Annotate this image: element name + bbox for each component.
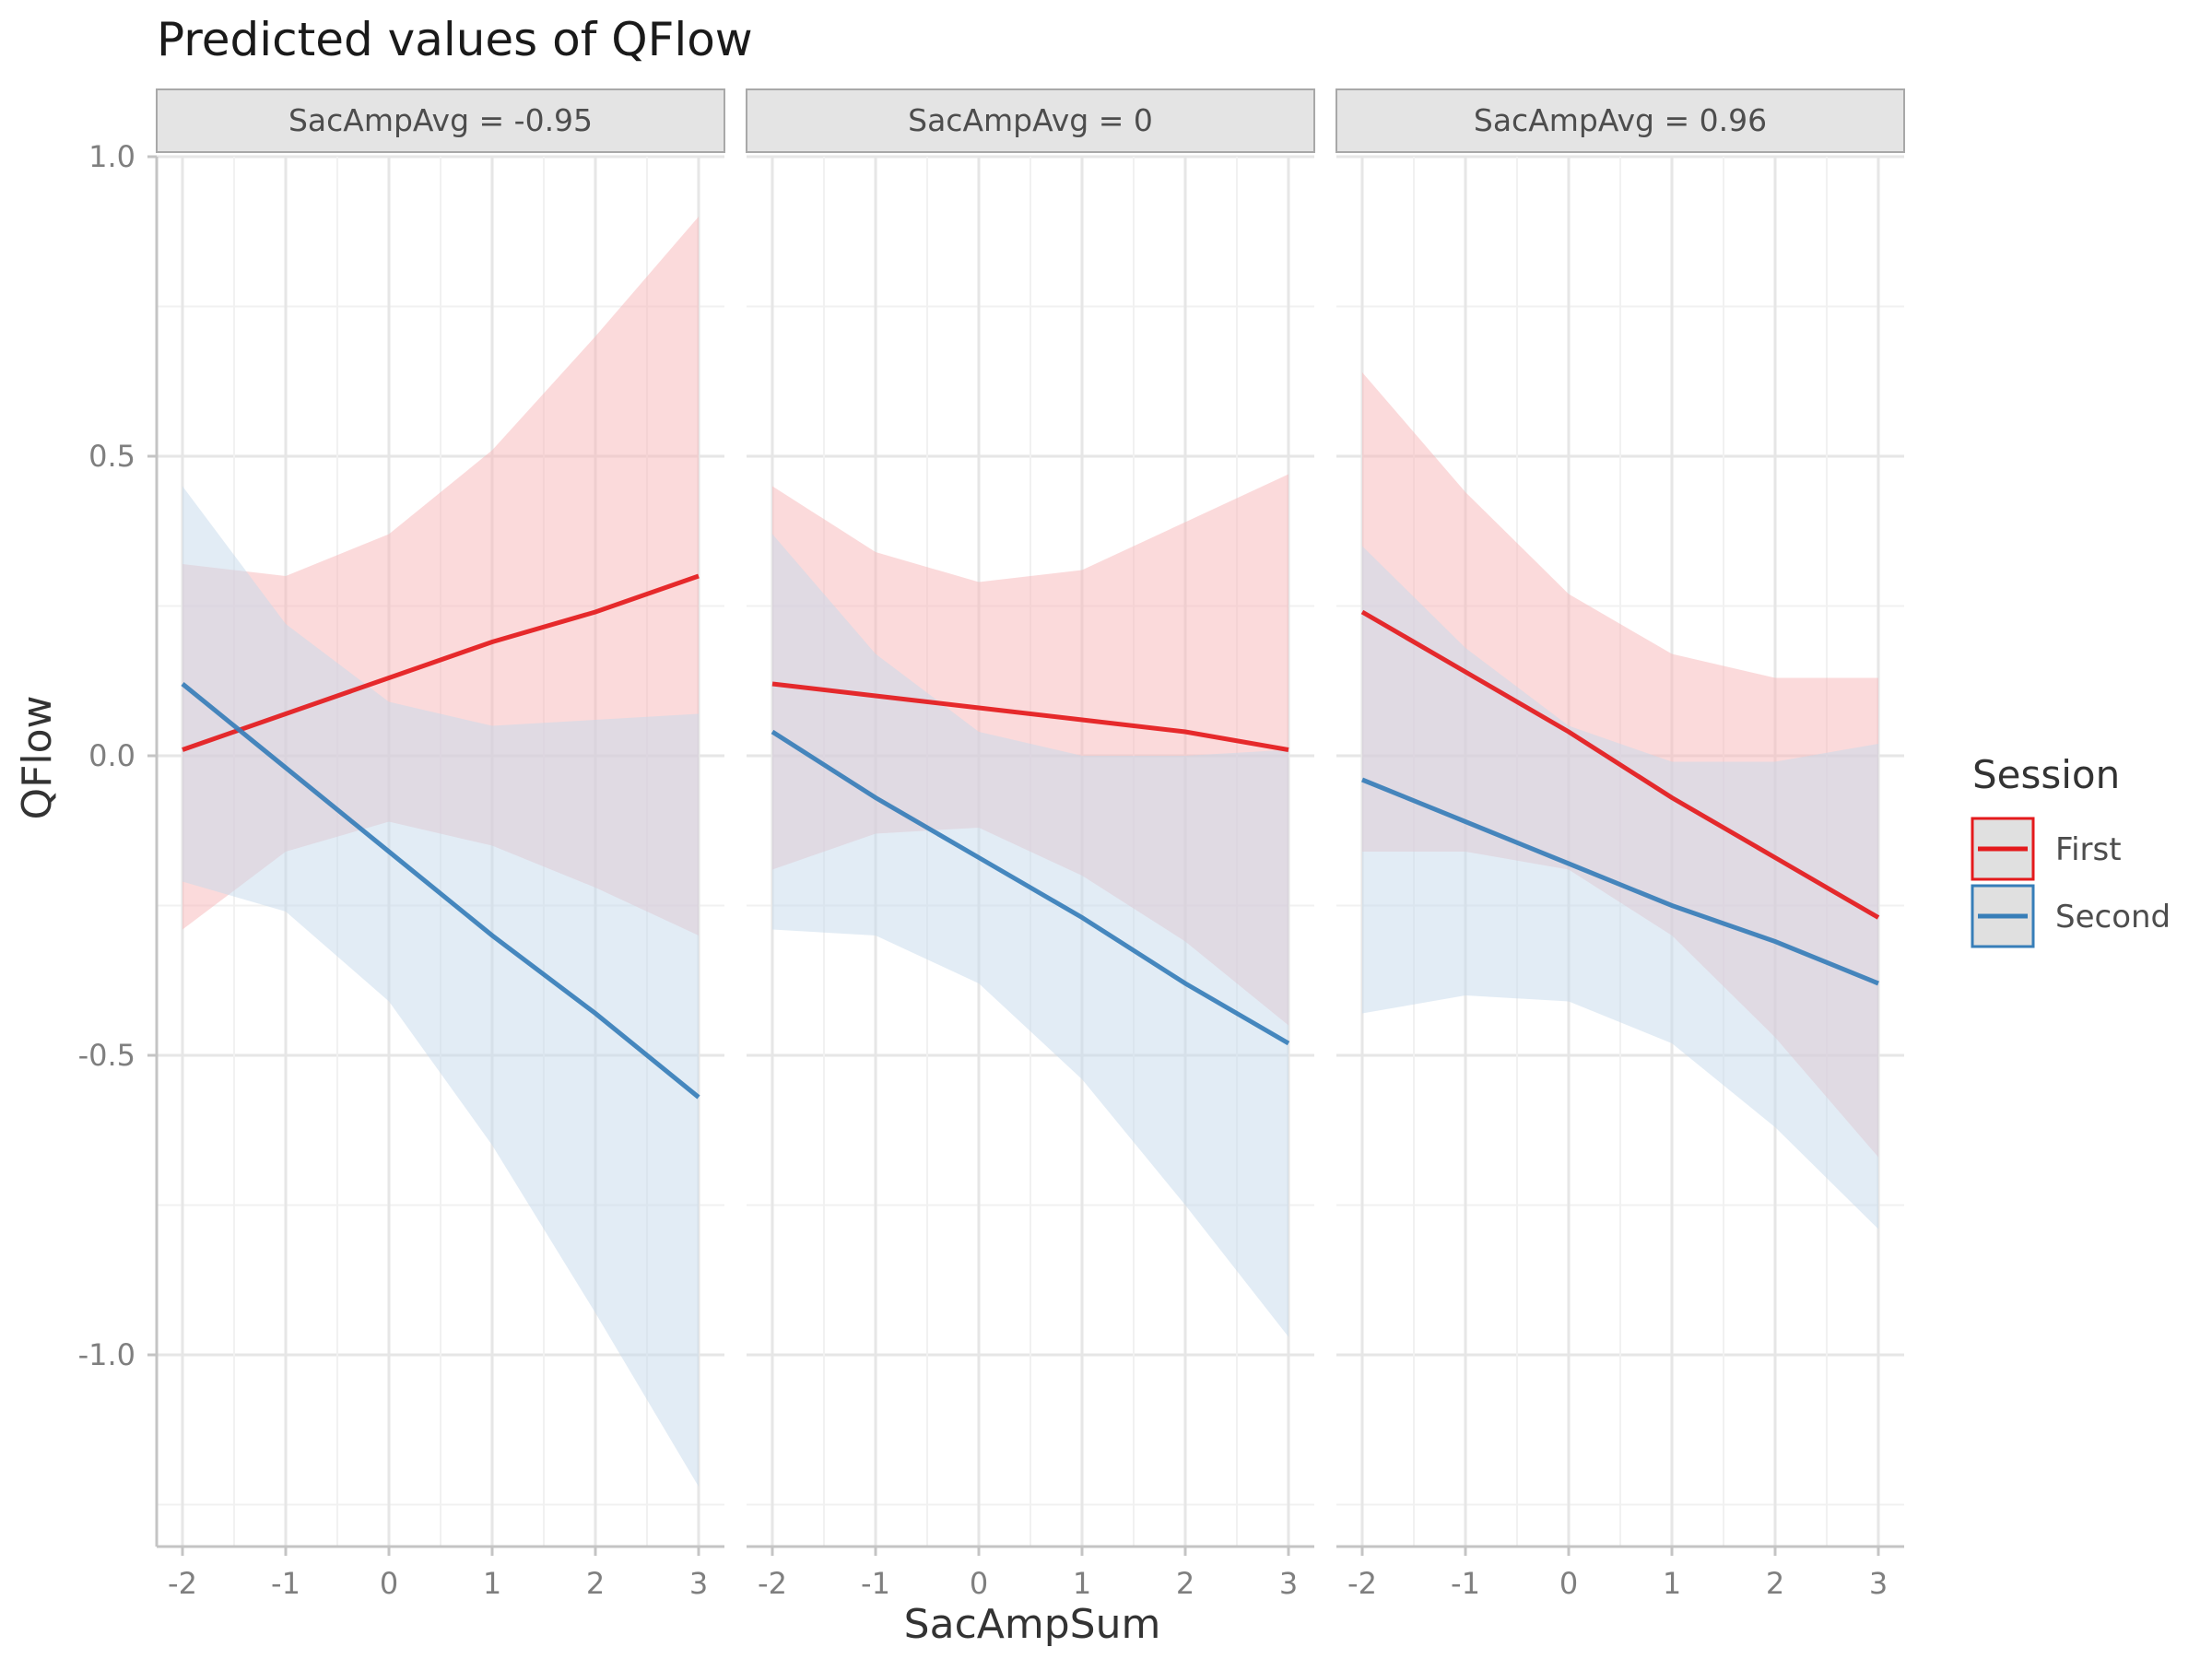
ci-band-second	[772, 534, 1288, 1337]
legend-item-second: Second	[1971, 884, 2171, 948]
y-axis-ticks: 1.0 0.5 0.0 -0.5 -1.0	[78, 139, 159, 1547]
x-tick-label: 3	[1869, 1566, 1888, 1601]
series-line-first	[1360, 609, 1880, 920]
x-tick-label: 1	[483, 1566, 501, 1601]
x-tick-label: -1	[1451, 1566, 1480, 1601]
panel-strip-label: SacAmpAvg = 0.96	[1474, 102, 1767, 138]
legend-label: First	[2055, 831, 2122, 868]
y-tick-label: -0.5	[78, 1038, 135, 1073]
x-axis-title: SacAmpSum	[904, 1601, 1161, 1648]
x-tick-label: 0	[1559, 1566, 1578, 1601]
x-tick-label: -2	[758, 1566, 787, 1601]
x-tick-label: 2	[1176, 1566, 1194, 1601]
x-tick-label: 2	[1766, 1566, 1784, 1601]
x-tick-label: -1	[271, 1566, 300, 1601]
series-line-second	[771, 729, 1290, 1046]
legend-label: Second	[2055, 899, 2171, 935]
x-tick-label: 3	[1279, 1566, 1298, 1601]
panel-strip-label: SacAmpAvg = -0.95	[288, 102, 593, 138]
x-tick-label: 3	[689, 1566, 708, 1601]
x-tick-label: -2	[168, 1566, 197, 1601]
chart-title: Predicted values of QFlow	[157, 13, 753, 66]
series-line-first	[182, 573, 700, 752]
series-line-second	[1361, 777, 1879, 986]
y-tick-label: 1.0	[88, 139, 135, 174]
panel-0: SacAmpAvg = -0.95 -2 -1 0 1 2 3	[156, 88, 725, 1601]
y-tick-label: 0.0	[88, 738, 135, 773]
legend: Session First Second	[1971, 752, 2171, 948]
ci-band-second	[182, 486, 699, 1487]
x-tick-label: 1	[1663, 1566, 1681, 1601]
x-tick-label: 2	[586, 1566, 605, 1601]
y-tick-label: 0.5	[88, 439, 135, 474]
series-line-second	[181, 682, 700, 1100]
y-axis-title: QFlow	[14, 695, 61, 819]
panel-strip-label: SacAmpAvg = 0	[908, 102, 1153, 138]
panel-strip	[746, 88, 1315, 153]
x-tick-label: 0	[970, 1566, 988, 1601]
x-tick-label: 1	[1073, 1566, 1091, 1601]
x-tick-label: 0	[380, 1566, 398, 1601]
legend-item-first: First	[1971, 817, 2122, 881]
panel-strip	[156, 88, 725, 153]
panel-strip	[1335, 88, 1905, 153]
panels: SacAmpAvg = -0.95 -2 -1 0 1 2 3 SacAmpAvg = 0 -2…	[156, 88, 1905, 1601]
series-line-first	[771, 681, 1289, 752]
y-tick-label: -1.0	[78, 1337, 135, 1372]
x-tick-label: -1	[861, 1566, 890, 1601]
legend-items: First Second	[1971, 817, 2171, 948]
legend-title: Session	[1972, 752, 2120, 797]
ci-band-second	[1362, 546, 1878, 1230]
x-tick-label: -2	[1347, 1566, 1377, 1601]
panel-1: SacAmpAvg = 0 -2 -1 0 1 2 3	[746, 88, 1315, 1601]
panel-2: SacAmpAvg = 0.96 -2 -1 0 1 2 3	[1335, 88, 1905, 1601]
